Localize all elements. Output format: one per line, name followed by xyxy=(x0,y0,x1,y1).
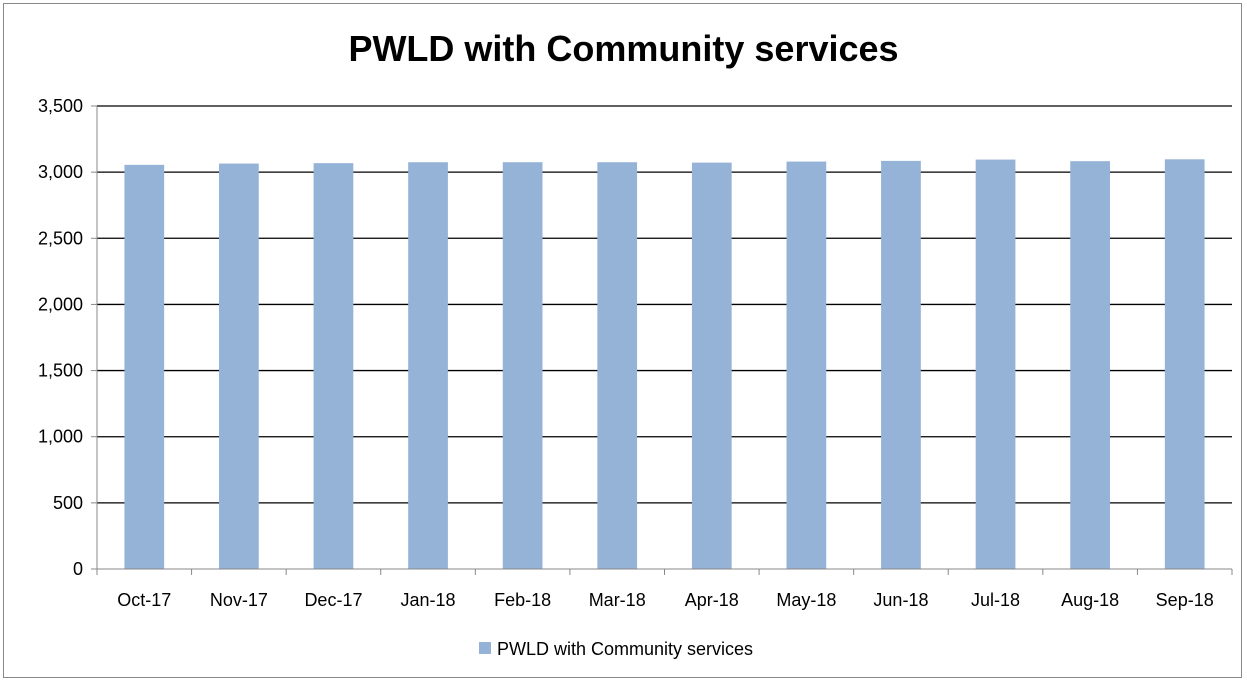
x-tick-label: Jul-18 xyxy=(971,590,1020,610)
legend-label: PWLD with Community services xyxy=(497,639,753,659)
x-tick-label: Dec-17 xyxy=(304,590,362,610)
legend: PWLD with Community services xyxy=(479,639,753,659)
y-tick-label: 2,000 xyxy=(38,294,83,314)
y-tick-label: 3,500 xyxy=(38,96,83,116)
bars xyxy=(124,159,1205,570)
x-tick-label: May-18 xyxy=(776,590,836,610)
x-tick-label: Mar-18 xyxy=(589,590,646,610)
legend-swatch xyxy=(479,642,491,654)
chart-title: PWLD with Community services xyxy=(348,28,899,69)
axes: 0 500 1,000 1,500 2,000 2,500 3,000 3,500 Oct-17… xyxy=(38,96,1233,610)
bar xyxy=(975,159,1016,569)
bar xyxy=(124,164,165,570)
bar xyxy=(1164,159,1205,569)
bar xyxy=(691,162,732,569)
gridlines xyxy=(97,105,1232,504)
x-tick-label: Apr-18 xyxy=(685,590,739,610)
bar xyxy=(881,160,921,570)
y-tick-label: 1,000 xyxy=(38,427,83,447)
bar xyxy=(502,162,543,569)
y-tick-label: 0 xyxy=(73,559,83,579)
bar xyxy=(597,162,638,569)
bar xyxy=(219,163,259,569)
x-tick-label: Sep-18 xyxy=(1156,590,1214,610)
y-tick-label: 3,000 xyxy=(38,162,83,182)
y-tick-label: 500 xyxy=(53,493,83,513)
x-tick-label: Jan-18 xyxy=(401,590,456,610)
bar xyxy=(1070,161,1110,569)
y-tick-label: 1,500 xyxy=(38,361,83,381)
x-tick-label: Feb-18 xyxy=(494,590,551,610)
bar xyxy=(408,162,448,569)
bar xyxy=(786,161,827,569)
x-tick-label: Oct-17 xyxy=(117,590,171,610)
x-tick-label: Aug-18 xyxy=(1061,590,1119,610)
x-tick-label: Nov-17 xyxy=(210,590,268,610)
bar xyxy=(313,163,354,569)
y-tick-label: 2,500 xyxy=(38,228,83,248)
x-tick-label: Jun-18 xyxy=(873,590,928,610)
